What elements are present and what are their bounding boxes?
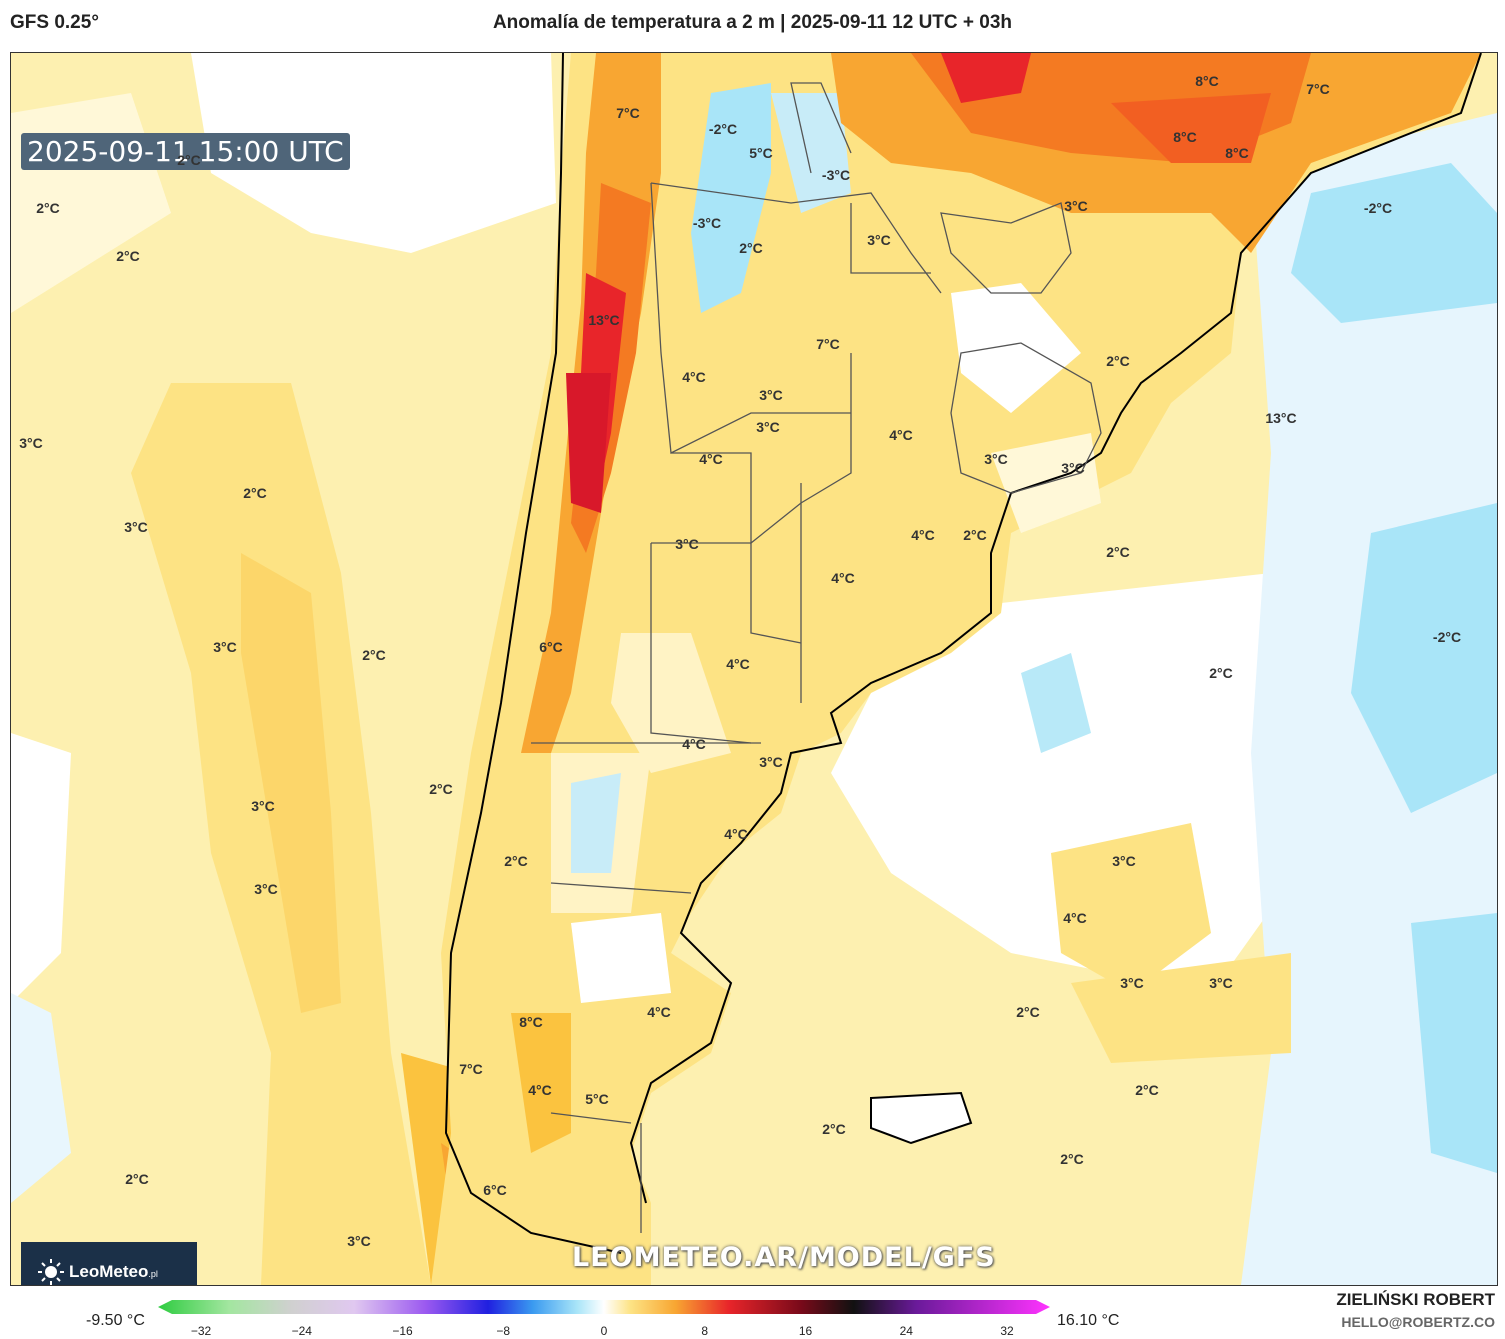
anomaly-label: 7°C <box>616 105 640 121</box>
watermark-url: LEOMETEO.AR/MODEL/GFS <box>572 1242 996 1273</box>
anomaly-label: 8°C <box>519 1014 543 1030</box>
anomaly-label: 3°C <box>1120 975 1144 991</box>
anomaly-label: 3°C <box>756 419 780 435</box>
model-name: GFS 0.25° <box>10 12 99 33</box>
anomaly-label: 3°C <box>759 754 783 770</box>
anomaly-label: 4°C <box>889 427 913 443</box>
map-area[interactable]: 2025-09-11 15:00 UTC 7°C -2°C 5°C -3°C 8°C 7°… <box>10 52 1498 1286</box>
anomaly-label: 3°C <box>1209 975 1233 991</box>
anomaly-label: 3°C <box>19 435 43 451</box>
author-name: ZIELIŃSKI ROBERT <box>1336 1290 1495 1309</box>
anomaly-label: 2°C <box>963 527 987 543</box>
anomaly-label: 4°C <box>724 826 748 842</box>
anomaly-label: 6°C <box>483 1182 507 1198</box>
anomaly-label: 7°C <box>1306 81 1330 97</box>
anomaly-label: 2°C <box>1135 1082 1159 1098</box>
anomaly-label: 2°C <box>362 647 386 663</box>
anomaly-label: 2°C <box>1106 544 1130 560</box>
anomaly-label: -2°C <box>1432 629 1462 645</box>
anomaly-field <box>11 53 1497 1285</box>
anomaly-label: 4°C <box>726 656 750 672</box>
anomaly-label: 2°C <box>504 853 528 869</box>
leometeo-logo[interactable]: LeoMeteo.pl <box>21 1242 197 1285</box>
anomaly-label: 3°C <box>1112 853 1136 869</box>
anomaly-label: 2°C <box>739 240 763 256</box>
anomaly-label: 3°C <box>1064 198 1088 214</box>
anomaly-label: 2°C <box>429 781 453 797</box>
anomaly-label: 3°C <box>759 387 783 403</box>
colorbar-tick: −8 <box>496 1324 511 1338</box>
anomaly-label: -3°C <box>692 215 722 231</box>
anomaly-label: 8°C <box>1173 129 1197 145</box>
colorbar-max-label: 16.10 °C <box>1057 1312 1120 1329</box>
colorbar-tick: −16 <box>392 1324 413 1338</box>
anomaly-label: 3°C <box>213 639 237 655</box>
logo-wordmark: LeoMeteo.pl <box>69 1262 158 1281</box>
author-email[interactable]: HELLO@ROBERTZ.CO <box>1341 1314 1495 1330</box>
anomaly-label: 2°C <box>1106 353 1130 369</box>
anomaly-label: 3°C <box>124 519 148 535</box>
anomaly-label: 3°C <box>984 451 1008 467</box>
anomaly-label: 3°C <box>254 881 278 897</box>
anomaly-label: 8°C <box>1225 145 1249 161</box>
anomaly-label: 2°C <box>243 485 267 501</box>
colorbar-tick: 24 <box>899 1324 913 1338</box>
anomaly-label: 2°C <box>1016 1004 1040 1020</box>
map-title: Anomalía de temperatura a 2 m | 2025-09-… <box>492 12 1013 33</box>
anomaly-label: 13°C <box>588 312 620 328</box>
anomaly-label: 8°C <box>1195 73 1219 89</box>
colorbar-tick: −32 <box>190 1324 212 1338</box>
anomaly-label: 2°C <box>36 200 60 216</box>
anomaly-label: -2°C <box>708 121 738 137</box>
colorbar-tick: 16 <box>798 1324 813 1338</box>
anomaly-label: 7°C <box>459 1061 483 1077</box>
colorbar <box>158 1300 1050 1314</box>
anomaly-label: 3°C <box>347 1233 371 1249</box>
anomaly-label: 3°C <box>251 798 275 814</box>
anomaly-label: 6°C <box>539 639 563 655</box>
anomaly-label: 4°C <box>911 527 935 543</box>
anomaly-label: 4°C <box>682 369 706 385</box>
anomaly-label: 5°C <box>585 1091 609 1107</box>
colorbar-min-label: -9.50 °C <box>86 1312 145 1329</box>
anomaly-label: 4°C <box>682 736 706 752</box>
anomaly-label: 3°C <box>1061 460 1085 476</box>
anomaly-label: 2°C <box>116 248 140 264</box>
valid-time-badge: 2025-09-11 15:00 UTC <box>21 133 350 170</box>
anomaly-label: 4°C <box>647 1004 671 1020</box>
colorbar-tick: 0 <box>600 1324 608 1338</box>
colorbar-tick: −24 <box>291 1324 312 1338</box>
anomaly-label: 2°C <box>1060 1151 1084 1167</box>
anomaly-label: 4°C <box>699 451 723 467</box>
anomaly-label: 3°C <box>675 536 699 552</box>
sun-icon <box>37 1258 65 1285</box>
anomaly-label: 4°C <box>528 1082 552 1098</box>
anomaly-label: 4°C <box>831 570 855 586</box>
anomaly-label: 3°C <box>867 232 891 248</box>
anomaly-label: -2°C <box>1363 200 1393 216</box>
anomaly-label: 2°C <box>125 1171 149 1187</box>
anomaly-label: 13°C <box>1265 410 1297 426</box>
anomaly-label: 2°C <box>822 1121 846 1137</box>
anomaly-label: -3°C <box>821 167 851 183</box>
anomaly-label: 7°C <box>816 336 840 352</box>
anomaly-label: 4°C <box>1063 910 1087 926</box>
anomaly-label: 5°C <box>749 145 773 161</box>
colorbar-tick: 8 <box>701 1324 709 1338</box>
colorbar-tick: 32 <box>1000 1324 1014 1338</box>
anomaly-label: 2°C <box>177 152 201 168</box>
anomaly-label: 2°C <box>1209 665 1233 681</box>
